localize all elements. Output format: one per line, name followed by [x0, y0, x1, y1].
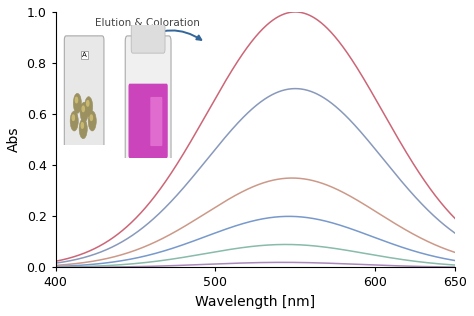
Circle shape — [84, 97, 93, 117]
Circle shape — [75, 97, 78, 103]
FancyBboxPatch shape — [125, 36, 171, 163]
Circle shape — [87, 100, 89, 106]
Circle shape — [72, 115, 74, 120]
FancyBboxPatch shape — [131, 24, 165, 53]
Circle shape — [81, 123, 83, 128]
FancyBboxPatch shape — [128, 84, 168, 158]
Text: Elution & Coloration: Elution & Coloration — [95, 18, 201, 28]
Circle shape — [90, 115, 92, 120]
Circle shape — [82, 106, 84, 112]
Circle shape — [80, 102, 88, 122]
Circle shape — [73, 93, 82, 113]
Y-axis label: Abs: Abs — [7, 127, 21, 152]
FancyBboxPatch shape — [64, 36, 104, 150]
Text: A: A — [82, 52, 87, 58]
Circle shape — [88, 111, 96, 131]
FancyBboxPatch shape — [150, 97, 162, 146]
X-axis label: Wavelength [nm]: Wavelength [nm] — [195, 295, 315, 309]
Circle shape — [79, 119, 87, 139]
Circle shape — [70, 111, 78, 131]
